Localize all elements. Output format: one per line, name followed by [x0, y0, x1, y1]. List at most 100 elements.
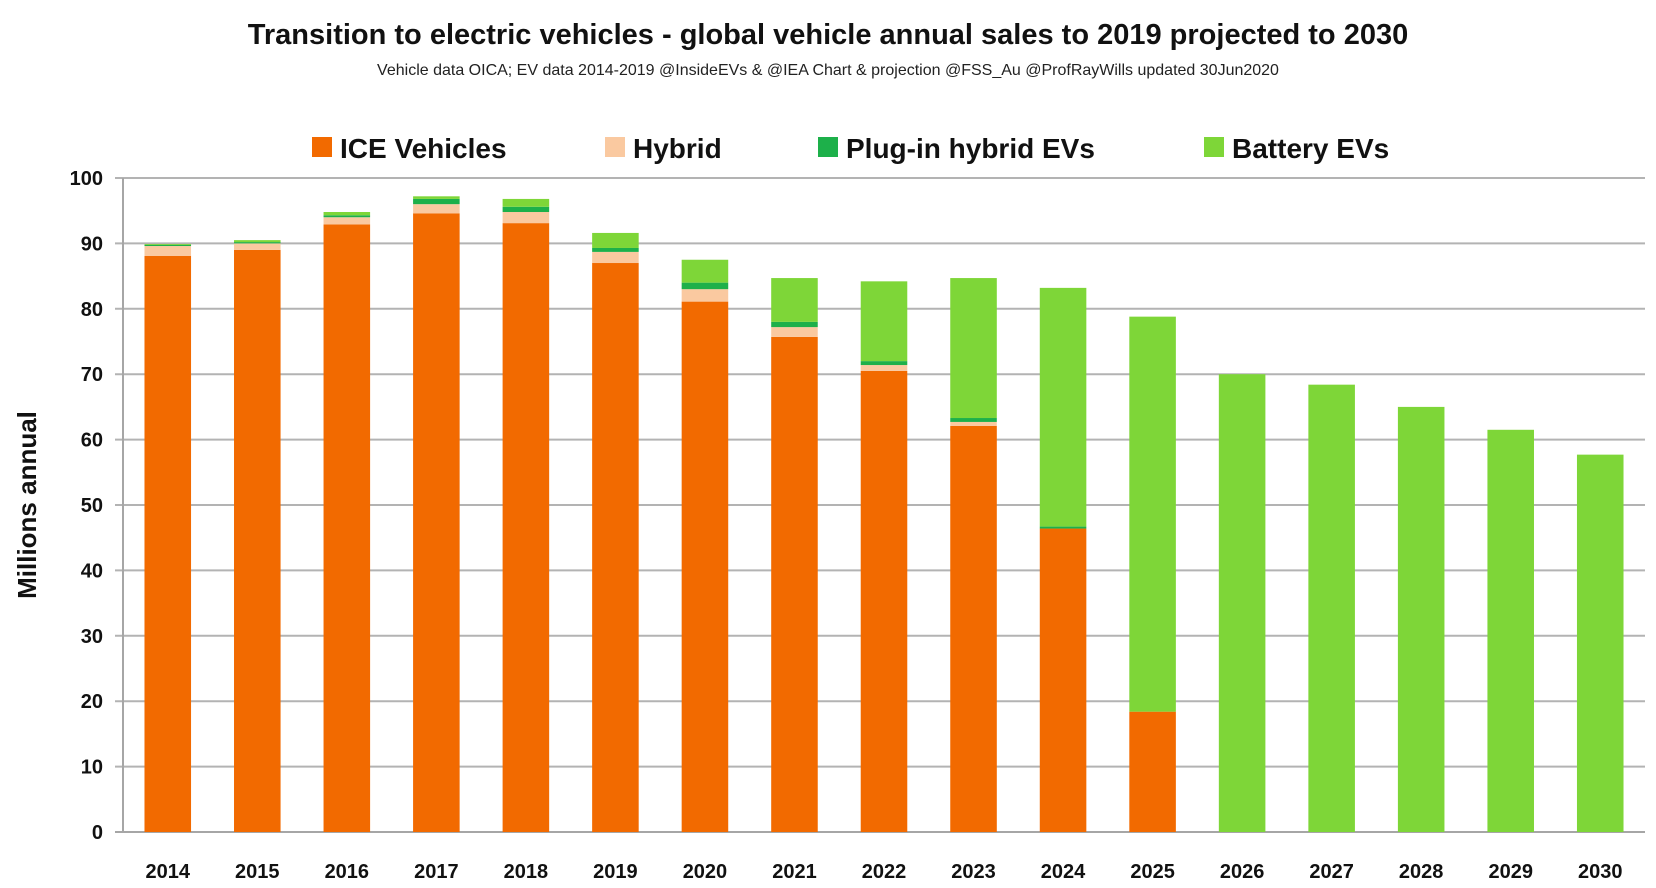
bar-segment-hybrid [860, 365, 908, 371]
y-axis-ticks: 0 10 20 30 40 50 60 70 80 90 100 [70, 168, 103, 844]
bar-segment-plug-in-hybrid-evs [950, 418, 997, 422]
chart-subtitle: Vehicle data OICA; EV data 2014-2019 @In… [377, 62, 1279, 79]
bar-stack-2023 [950, 278, 997, 832]
y-tick-label: 90 [81, 233, 103, 255]
bar-stack-2029 [1487, 429, 1534, 832]
bar-segment-hybrid [502, 212, 550, 224]
y-tick-label: 40 [81, 560, 103, 582]
bar-segment-battery-evs [502, 198, 550, 207]
x-tick-label: 2014 [146, 861, 191, 883]
bar-stack-2028 [1397, 406, 1445, 832]
legend-swatch [312, 137, 332, 157]
x-tick-label: 2029 [1488, 861, 1533, 883]
legend-label: Plug-in hybrid EVs [846, 133, 1095, 164]
bar-stack-2024 [1039, 287, 1087, 832]
bar-segment-plug-in-hybrid-evs [323, 215, 371, 218]
bar-segment-plug-in-hybrid-evs [592, 247, 639, 252]
bar-stack-2021 [771, 278, 818, 832]
bar-segment-ice-vehicles [144, 255, 192, 833]
x-tick-label: 2030 [1578, 861, 1623, 883]
bar-segment-plug-in-hybrid-evs [234, 242, 281, 244]
bars [144, 196, 1624, 833]
x-tick-label: 2026 [1220, 861, 1265, 883]
y-tick-label: 0 [92, 822, 103, 844]
legend-label: Hybrid [633, 133, 722, 164]
bar-segment-hybrid [950, 421, 997, 426]
legend-item: ICE Vehicles [312, 133, 507, 164]
chart-title: Transition to electric vehicles - global… [248, 19, 1408, 51]
bar-segment-battery-evs [1039, 287, 1087, 527]
legend-swatch [605, 137, 625, 157]
y-tick-label: 80 [81, 299, 103, 321]
x-tick-label: 2023 [951, 861, 996, 883]
bar-segment-battery-evs [234, 240, 281, 243]
legend-swatch [1204, 137, 1224, 157]
bar-segment-ice-vehicles [681, 301, 729, 833]
x-axis-ticks: 2014 2015 2016 2017 2018 2019 2020 2021 2022 2023… [146, 861, 1623, 883]
x-tick-label: 2019 [593, 861, 638, 883]
bar-segment-hybrid [144, 246, 192, 256]
bar-segment-plug-in-hybrid-evs [144, 244, 192, 247]
bar-segment-battery-evs [1308, 384, 1355, 832]
bar-stack-2030 [1576, 454, 1624, 832]
legend: ICE Vehicles Hybrid Plug-in hybrid EVs Batt… [312, 133, 1389, 164]
y-tick-label: 50 [81, 495, 103, 517]
bar-segment-hybrid [592, 251, 639, 264]
bar-segment-hybrid [681, 289, 729, 302]
bar-stack-2015 [234, 240, 281, 832]
bar-stack-2019 [592, 232, 639, 832]
y-tick-label: 70 [81, 364, 103, 386]
bar-segment-battery-evs [1397, 406, 1445, 832]
x-tick-label: 2024 [1041, 861, 1086, 883]
bar-segment-battery-evs [323, 212, 371, 216]
bar-segment-plug-in-hybrid-evs [413, 198, 460, 205]
bar-stack-2016 [323, 212, 371, 832]
bar-segment-battery-evs [771, 278, 818, 322]
bar-segment-hybrid [771, 327, 818, 337]
bar-segment-plug-in-hybrid-evs [771, 321, 818, 328]
y-tick-label: 10 [81, 757, 103, 779]
bar-stack-2025 [1129, 316, 1176, 832]
bar-stack-2020 [681, 259, 729, 833]
bar-segment-plug-in-hybrid-evs [502, 206, 550, 213]
bar-segment-ice-vehicles [771, 336, 818, 832]
bar-segment-battery-evs [860, 281, 908, 362]
x-tick-label: 2018 [504, 861, 549, 883]
y-tick-label: 20 [81, 691, 103, 713]
bar-segment-battery-evs [1218, 374, 1266, 832]
y-tick-label: 60 [81, 430, 103, 452]
bar-stack-2026 [1218, 374, 1266, 832]
legend-item: Hybrid [605, 133, 722, 164]
legend-item: Battery EVs [1204, 133, 1389, 164]
bar-stack-2027 [1308, 384, 1355, 832]
x-tick-label: 2028 [1399, 861, 1444, 883]
bar-segment-hybrid [413, 204, 460, 214]
bar-segment-battery-evs [1487, 429, 1534, 832]
bar-segment-ice-vehicles [1039, 528, 1087, 832]
x-tick-label: 2015 [235, 861, 280, 883]
bar-segment-battery-evs [681, 259, 729, 283]
bar-segment-ice-vehicles [234, 249, 281, 832]
legend-label: ICE Vehicles [340, 133, 507, 164]
legend-swatch [818, 137, 838, 157]
bar-segment-ice-vehicles [592, 263, 639, 832]
bar-segment-battery-evs [144, 244, 192, 245]
x-tick-label: 2020 [683, 861, 728, 883]
bar-segment-battery-evs [413, 196, 460, 199]
bar-stack-2014 [144, 244, 192, 833]
y-tick-label: 100 [70, 168, 103, 190]
legend-item: Plug-in hybrid EVs [818, 133, 1095, 164]
x-tick-label: 2017 [414, 861, 459, 883]
bar-segment-plug-in-hybrid-evs [1039, 526, 1087, 529]
y-tick-label: 30 [81, 626, 103, 648]
bar-segment-ice-vehicles [502, 223, 550, 833]
bar-segment-battery-evs [1129, 316, 1176, 712]
x-tick-label: 2025 [1130, 861, 1175, 883]
x-tick-label: 2022 [862, 861, 907, 883]
x-tick-label: 2016 [325, 861, 370, 883]
bar-segment-ice-vehicles [413, 213, 460, 833]
bar-segment-ice-vehicles [860, 370, 908, 832]
bar-segment-plug-in-hybrid-evs [860, 361, 908, 366]
bar-segment-ice-vehicles [950, 425, 997, 832]
bar-segment-hybrid [323, 217, 371, 225]
